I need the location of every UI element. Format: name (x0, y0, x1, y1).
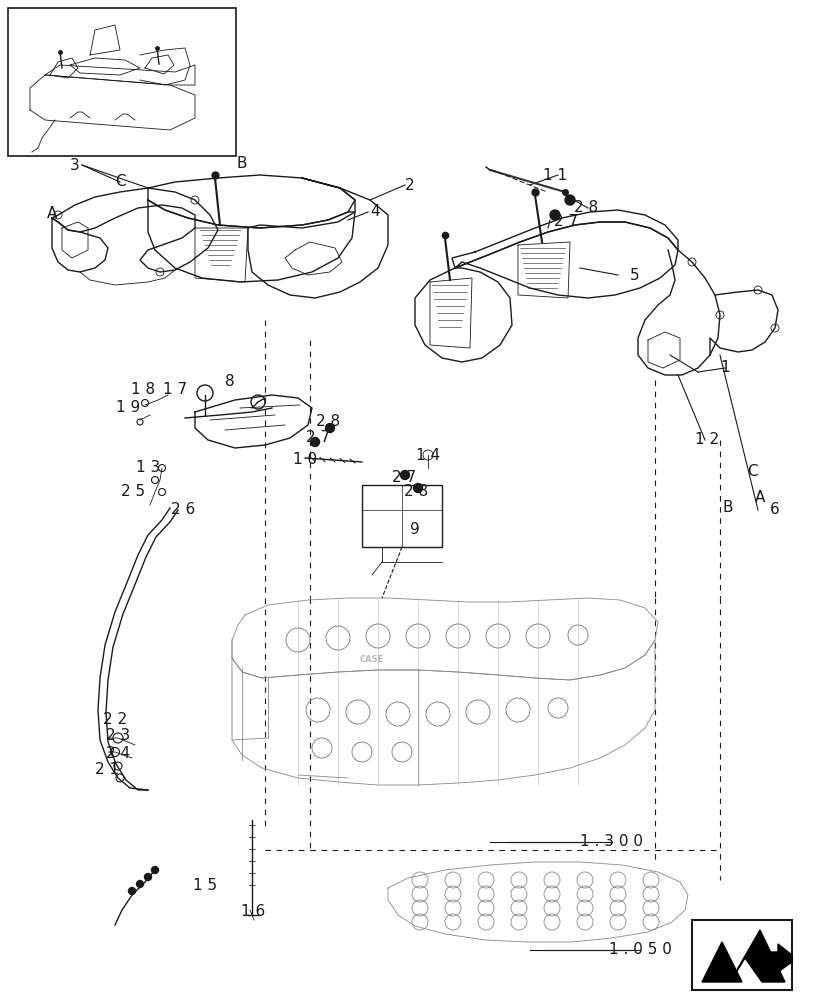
Text: 2 8: 2 8 (574, 200, 598, 216)
Text: 1 7: 1 7 (163, 382, 187, 397)
Text: 1 0: 1 0 (293, 452, 317, 468)
Text: 1 3: 1 3 (136, 460, 160, 476)
Text: A: A (47, 206, 57, 221)
Circle shape (136, 880, 144, 888)
Text: 2 8: 2 8 (316, 414, 340, 430)
Bar (362, 485, 442, 547)
Text: 2 7: 2 7 (392, 471, 416, 486)
Text: 1 6: 1 6 (241, 904, 265, 920)
Text: 1: 1 (721, 360, 730, 375)
Text: A: A (755, 490, 765, 506)
Text: 2: 2 (406, 178, 415, 192)
Text: 1 . 3 0 0: 1 . 3 0 0 (580, 834, 644, 850)
Text: 2 5: 2 5 (121, 485, 145, 499)
Text: 6: 6 (770, 502, 780, 518)
Text: 8: 8 (225, 374, 235, 389)
Circle shape (414, 484, 423, 492)
Text: 9: 9 (410, 522, 420, 538)
Text: 1 9: 1 9 (116, 399, 140, 414)
Text: C: C (747, 464, 757, 480)
Text: 2 7: 2 7 (306, 430, 330, 444)
Circle shape (144, 874, 152, 880)
Polygon shape (755, 944, 792, 972)
Text: 5: 5 (630, 267, 640, 282)
Text: 3: 3 (70, 157, 80, 172)
Text: 2 4: 2 4 (106, 746, 130, 760)
Circle shape (550, 210, 560, 220)
Text: 1 2: 1 2 (695, 432, 719, 448)
Text: 2 1: 2 1 (95, 762, 119, 778)
Text: 4: 4 (370, 205, 379, 220)
Text: 2 7: 2 7 (554, 215, 578, 230)
Circle shape (128, 888, 135, 894)
Text: 2 6: 2 6 (171, 502, 195, 518)
Circle shape (311, 438, 320, 446)
Circle shape (152, 866, 158, 874)
Polygon shape (702, 942, 742, 982)
Circle shape (401, 471, 410, 480)
Text: B: B (723, 500, 734, 516)
Text: B: B (237, 155, 247, 170)
Bar (8, 8, 236, 156)
Text: 1 1: 1 1 (543, 167, 567, 182)
Text: 2 8: 2 8 (404, 485, 428, 499)
Polygon shape (730, 930, 785, 982)
Text: 1 8: 1 8 (131, 382, 155, 397)
Text: 1 4: 1 4 (416, 448, 440, 462)
Circle shape (565, 195, 575, 205)
Text: 2 2: 2 2 (103, 712, 127, 728)
Bar (692, 920, 792, 990)
Text: 1 . 0 5 0: 1 . 0 5 0 (609, 942, 672, 958)
Text: C: C (115, 174, 126, 190)
Text: CASE: CASE (360, 656, 384, 664)
Text: 2 3: 2 3 (106, 728, 130, 744)
Text: 1 5: 1 5 (193, 878, 217, 892)
Circle shape (326, 424, 335, 432)
